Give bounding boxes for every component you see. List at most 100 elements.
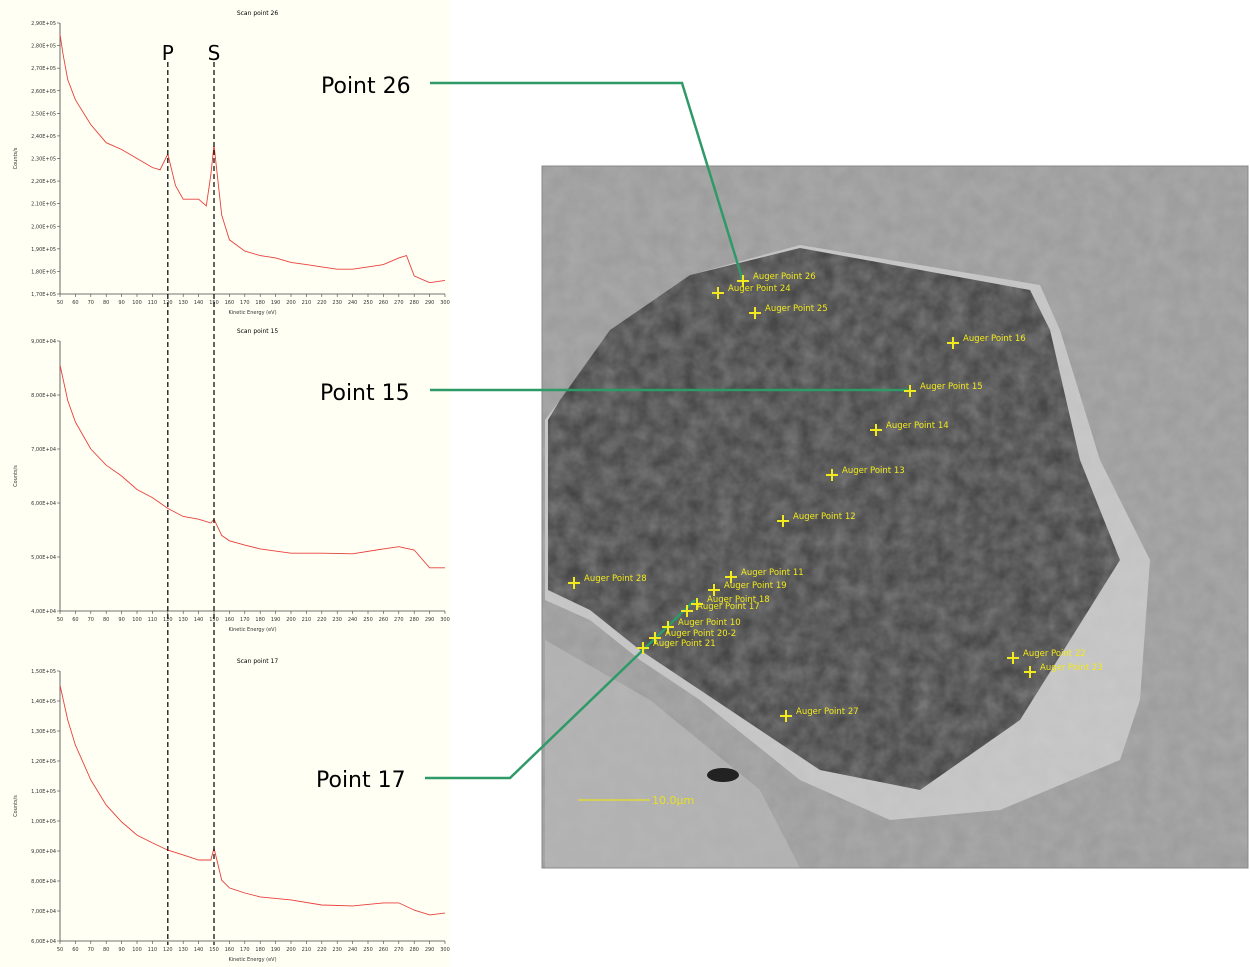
- x-tick-label: 130: [178, 617, 188, 623]
- reference-label: P: [162, 41, 174, 65]
- point-label: Auger Point 12: [793, 512, 856, 522]
- x-tick-label: 300: [440, 617, 450, 623]
- x-tick-label: 100: [132, 947, 142, 953]
- x-tick-label: 90: [118, 947, 124, 953]
- point-label: Auger Point 25: [765, 304, 828, 314]
- point-marker: [568, 577, 580, 589]
- point-marker: [725, 571, 737, 583]
- x-tick-label: 270: [394, 617, 404, 623]
- x-tick-label: 50: [57, 947, 63, 953]
- y-tick-label: 9,00E+04: [31, 339, 56, 345]
- x-tick-label: 140: [194, 947, 204, 953]
- point-label: Auger Point 28: [584, 574, 647, 584]
- x-tick-label: 230: [332, 300, 342, 306]
- chart-title: Scan point 15: [237, 328, 279, 335]
- y-tick-label: 4,00E+04: [31, 609, 56, 615]
- x-tick-label: 170: [240, 300, 250, 306]
- x-tick-label: 200: [286, 617, 296, 623]
- x-tick-label: 100: [132, 300, 142, 306]
- x-tick-label: 150: [209, 617, 219, 623]
- callout-label: Point 26: [321, 74, 411, 99]
- point-label: Auger Point 24: [728, 284, 791, 294]
- x-tick-label: 180: [255, 617, 265, 623]
- point-marker: [637, 642, 649, 654]
- point-marker: [712, 287, 724, 299]
- y-tick-label: 6,00E+04: [31, 501, 56, 507]
- x-tick-label: 290: [425, 947, 435, 953]
- x-tick-label: 80: [103, 617, 109, 623]
- x-tick-label: 140: [194, 300, 204, 306]
- point-marker: [777, 515, 789, 527]
- x-tick-label: 110: [148, 947, 158, 953]
- x-tick-label: 120: [163, 617, 173, 623]
- y-axis-label: Counts/s: [13, 147, 19, 169]
- x-tick-label: 180: [255, 947, 265, 953]
- y-tick-label: 1,00E+05: [31, 819, 56, 825]
- point-marker: [749, 307, 761, 319]
- y-tick-label: 2,90E+05: [31, 21, 56, 27]
- x-tick-label: 170: [240, 617, 250, 623]
- y-tick-label: 2,00E+05: [31, 224, 56, 230]
- x-tick-label: 110: [148, 617, 158, 623]
- point-label: Auger Point 15: [920, 382, 983, 392]
- y-tick-label: 1,80E+05: [31, 269, 56, 275]
- x-tick-label: 220: [317, 300, 327, 306]
- y-tick-label: 1,40E+05: [31, 699, 56, 705]
- y-tick-label: 8,00E+04: [31, 879, 56, 885]
- y-tick-label: 2,70E+05: [31, 66, 56, 72]
- x-tick-label: 190: [271, 947, 281, 953]
- point-label: Auger Point 14: [886, 421, 949, 431]
- y-axis-label: Counts/s: [13, 795, 19, 817]
- spectra-panel: [0, 0, 450, 967]
- point-label: Auger Point 27: [796, 707, 859, 717]
- x-tick-label: 240: [348, 300, 358, 306]
- x-tick-label: 250: [363, 300, 373, 306]
- x-tick-label: 290: [425, 300, 435, 306]
- x-tick-label: 100: [132, 617, 142, 623]
- point-label: Auger Point 22: [1023, 649, 1086, 659]
- y-tick-label: 1,10E+05: [31, 789, 56, 795]
- point-label: Auger Point 11: [741, 568, 804, 578]
- x-tick-label: 80: [103, 947, 109, 953]
- y-tick-label: 1,30E+05: [31, 729, 56, 735]
- x-tick-label: 60: [72, 947, 78, 953]
- x-tick-label: 70: [88, 617, 94, 623]
- y-tick-label: 2,20E+05: [31, 179, 56, 185]
- x-tick-label: 160: [225, 300, 235, 306]
- point-label: Auger Point 10: [678, 618, 741, 628]
- point-label: Auger Point 21: [653, 639, 716, 649]
- point-label: Auger Point 13: [842, 466, 905, 476]
- x-tick-label: 190: [271, 617, 281, 623]
- x-tick-label: 250: [363, 947, 373, 953]
- point-marker: [681, 605, 693, 617]
- x-tick-label: 270: [394, 300, 404, 306]
- y-tick-label: 2,60E+05: [31, 89, 56, 95]
- y-tick-label: 1,70E+05: [31, 292, 56, 298]
- point-marker: [826, 469, 838, 481]
- x-tick-label: 140: [194, 617, 204, 623]
- x-tick-label: 90: [118, 617, 124, 623]
- x-tick-label: 130: [178, 300, 188, 306]
- point-marker: [708, 584, 720, 596]
- point-marker: [737, 275, 749, 287]
- x-tick-label: 240: [348, 617, 358, 623]
- y-tick-label: 1,50E+05: [31, 669, 56, 675]
- x-tick-label: 90: [118, 300, 124, 306]
- y-tick-label: 1,20E+05: [31, 759, 56, 765]
- x-tick-label: 120: [163, 947, 173, 953]
- callout-label: Point 15: [320, 381, 410, 406]
- y-tick-label: 6,00E+04: [31, 939, 56, 945]
- y-tick-label: 8,00E+04: [31, 393, 56, 399]
- callout-line: [430, 81, 745, 282]
- x-tick-label: 70: [88, 947, 94, 953]
- micrograph-frame: [541, 165, 1249, 869]
- x-axis-label: Kinetic Energy (eV): [228, 310, 276, 316]
- x-axis-label: Kinetic Energy (eV): [228, 957, 276, 963]
- x-tick-label: 160: [225, 947, 235, 953]
- x-tick-label: 280: [409, 300, 419, 306]
- x-tick-label: 210: [302, 617, 312, 623]
- x-tick-label: 200: [286, 947, 296, 953]
- y-tick-label: 7,00E+04: [31, 909, 56, 915]
- x-tick-label: 270: [394, 947, 404, 953]
- x-tick-label: 160: [225, 617, 235, 623]
